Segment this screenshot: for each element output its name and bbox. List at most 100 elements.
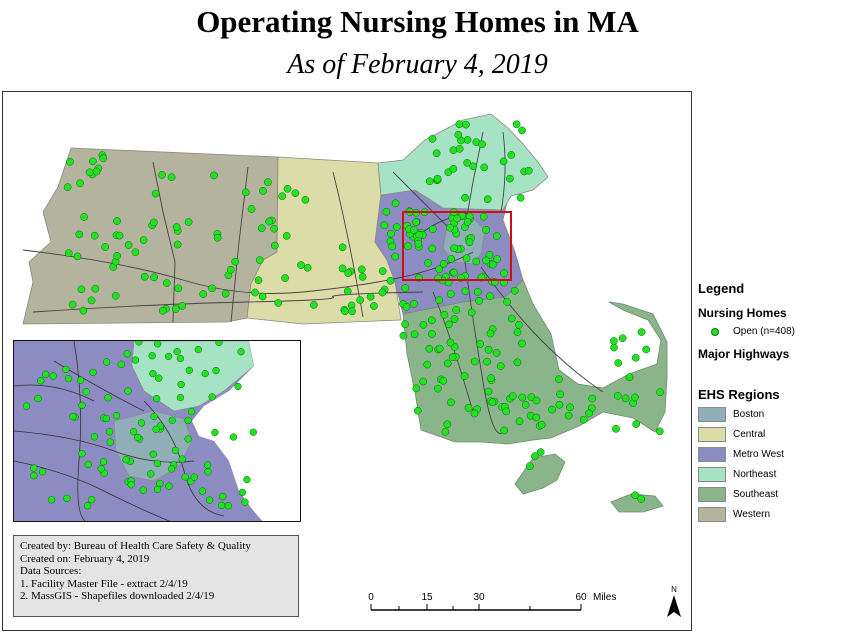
nursing-home-point[interactable] xyxy=(579,415,588,424)
nursing-home-point[interactable] xyxy=(89,368,97,377)
nursing-home-point[interactable] xyxy=(473,288,482,296)
nursing-home-point[interactable] xyxy=(63,183,72,192)
nursing-home-point[interactable] xyxy=(251,288,259,297)
nursing-home-point[interactable] xyxy=(441,428,450,436)
nursing-home-point[interactable] xyxy=(113,252,121,260)
nursing-home-point[interactable] xyxy=(445,320,453,329)
nursing-home-point[interactable] xyxy=(449,164,458,173)
nursing-home-point[interactable] xyxy=(460,372,469,380)
nursing-home-point[interactable] xyxy=(465,238,474,247)
nursing-home-point[interactable] xyxy=(102,414,110,423)
nursing-home-point[interactable] xyxy=(461,287,470,296)
nursing-home-point[interactable] xyxy=(410,299,418,308)
nursing-home-point[interactable] xyxy=(85,168,94,177)
nursing-home-point[interactable] xyxy=(165,482,173,490)
nursing-home-point[interactable] xyxy=(115,231,124,240)
nursing-home-point[interactable] xyxy=(388,242,397,251)
nursing-home-point[interactable] xyxy=(532,413,541,422)
nursing-home-point[interactable] xyxy=(642,345,651,354)
nursing-home-point[interactable] xyxy=(158,306,167,315)
nursing-home-point[interactable] xyxy=(301,195,310,204)
nursing-home-point[interactable] xyxy=(291,189,300,198)
nursing-home-point[interactable] xyxy=(257,224,266,233)
nursing-home-point[interactable] xyxy=(194,345,202,354)
nursing-home-point[interactable] xyxy=(625,373,634,381)
nursing-home-point[interactable] xyxy=(447,255,456,263)
nursing-home-point[interactable] xyxy=(443,420,452,429)
nursing-home-point[interactable] xyxy=(450,244,458,253)
nursing-home-point[interactable] xyxy=(229,433,238,441)
nursing-home-point[interactable] xyxy=(66,157,74,166)
nursing-home-point[interactable] xyxy=(137,419,146,427)
nursing-home-point[interactable] xyxy=(127,481,135,489)
nursing-home-point[interactable] xyxy=(63,494,71,502)
nursing-home-point[interactable] xyxy=(631,491,639,500)
nursing-home-point[interactable] xyxy=(513,358,522,367)
nursing-home-point[interactable] xyxy=(488,398,497,407)
nursing-home-point[interactable] xyxy=(338,264,347,273)
nursing-home-point[interactable] xyxy=(409,226,418,234)
nursing-home-point[interactable] xyxy=(487,374,495,383)
nursing-home-point[interactable] xyxy=(211,428,219,437)
nursing-home-point[interactable] xyxy=(461,193,469,202)
nursing-home-point[interactable] xyxy=(484,345,493,354)
nursing-home-point[interactable] xyxy=(515,417,524,426)
nursing-home-point[interactable] xyxy=(402,302,411,311)
nursing-home-point[interactable] xyxy=(104,394,112,402)
nursing-home-point[interactable] xyxy=(135,341,143,346)
nursing-home-point[interactable] xyxy=(446,223,454,232)
nursing-home-point[interactable] xyxy=(77,285,86,294)
nursing-home-point[interactable] xyxy=(129,428,138,436)
nursing-home-point[interactable] xyxy=(255,256,264,264)
nursing-home-point[interactable] xyxy=(378,267,387,275)
nursing-home-point[interactable] xyxy=(463,136,472,144)
nursing-home-point[interactable] xyxy=(113,217,121,225)
nursing-home-point[interactable] xyxy=(548,405,556,414)
nursing-home-point[interactable] xyxy=(435,296,444,305)
nursing-home-point[interactable] xyxy=(153,341,162,348)
nursing-home-point[interactable] xyxy=(480,163,489,172)
nursing-home-point[interactable] xyxy=(205,496,214,504)
nursing-home-point[interactable] xyxy=(472,257,481,266)
nursing-home-point[interactable] xyxy=(99,154,108,163)
nursing-home-point[interactable] xyxy=(79,306,88,315)
nursing-home-point[interactable] xyxy=(610,343,618,352)
nursing-home-point[interactable] xyxy=(181,473,189,481)
nursing-home-point[interactable] xyxy=(566,403,574,412)
nursing-home-point[interactable] xyxy=(64,374,73,383)
nursing-home-point[interactable] xyxy=(149,450,157,458)
nursing-home-point[interactable] xyxy=(341,307,349,316)
nursing-home-point[interactable] xyxy=(428,225,437,233)
nursing-home-point[interactable] xyxy=(412,218,421,226)
nursing-home-point[interactable] xyxy=(655,427,664,436)
nursing-home-point[interactable] xyxy=(536,448,545,456)
nursing-home-point[interactable] xyxy=(476,340,485,348)
nursing-home-point[interactable] xyxy=(513,328,522,337)
nursing-home-point[interactable] xyxy=(49,372,57,380)
nursing-home-point[interactable] xyxy=(343,287,352,296)
nursing-home-point[interactable] xyxy=(68,300,77,309)
nursing-home-point[interactable] xyxy=(124,241,133,249)
nursing-home-point[interactable] xyxy=(423,360,432,369)
nursing-home-point[interactable] xyxy=(73,252,82,261)
nursing-home-point[interactable] xyxy=(463,158,472,167)
nursing-home-point[interactable] xyxy=(483,195,492,204)
nursing-home-point[interactable] xyxy=(131,248,140,257)
nursing-home-point[interactable] xyxy=(588,394,597,403)
nursing-home-point[interactable] xyxy=(446,290,455,298)
nursing-home-point[interactable] xyxy=(467,308,476,317)
nursing-home-point[interactable] xyxy=(156,479,164,488)
nursing-home-point[interactable] xyxy=(243,475,251,484)
nursing-home-point[interactable] xyxy=(435,344,444,353)
nursing-home-point[interactable] xyxy=(508,392,517,400)
nursing-home-point[interactable] xyxy=(111,291,120,300)
nursing-home-point[interactable] xyxy=(637,495,646,503)
nursing-home-point[interactable] xyxy=(247,205,256,213)
nursing-home-point[interactable] xyxy=(485,251,494,259)
nursing-home-point[interactable] xyxy=(518,393,527,402)
nursing-home-point[interactable] xyxy=(208,284,216,293)
nursing-home-point[interactable] xyxy=(254,276,263,285)
nursing-home-point[interactable] xyxy=(433,174,442,183)
nursing-home-point[interactable] xyxy=(585,409,593,418)
nursing-home-point[interactable] xyxy=(78,401,86,410)
